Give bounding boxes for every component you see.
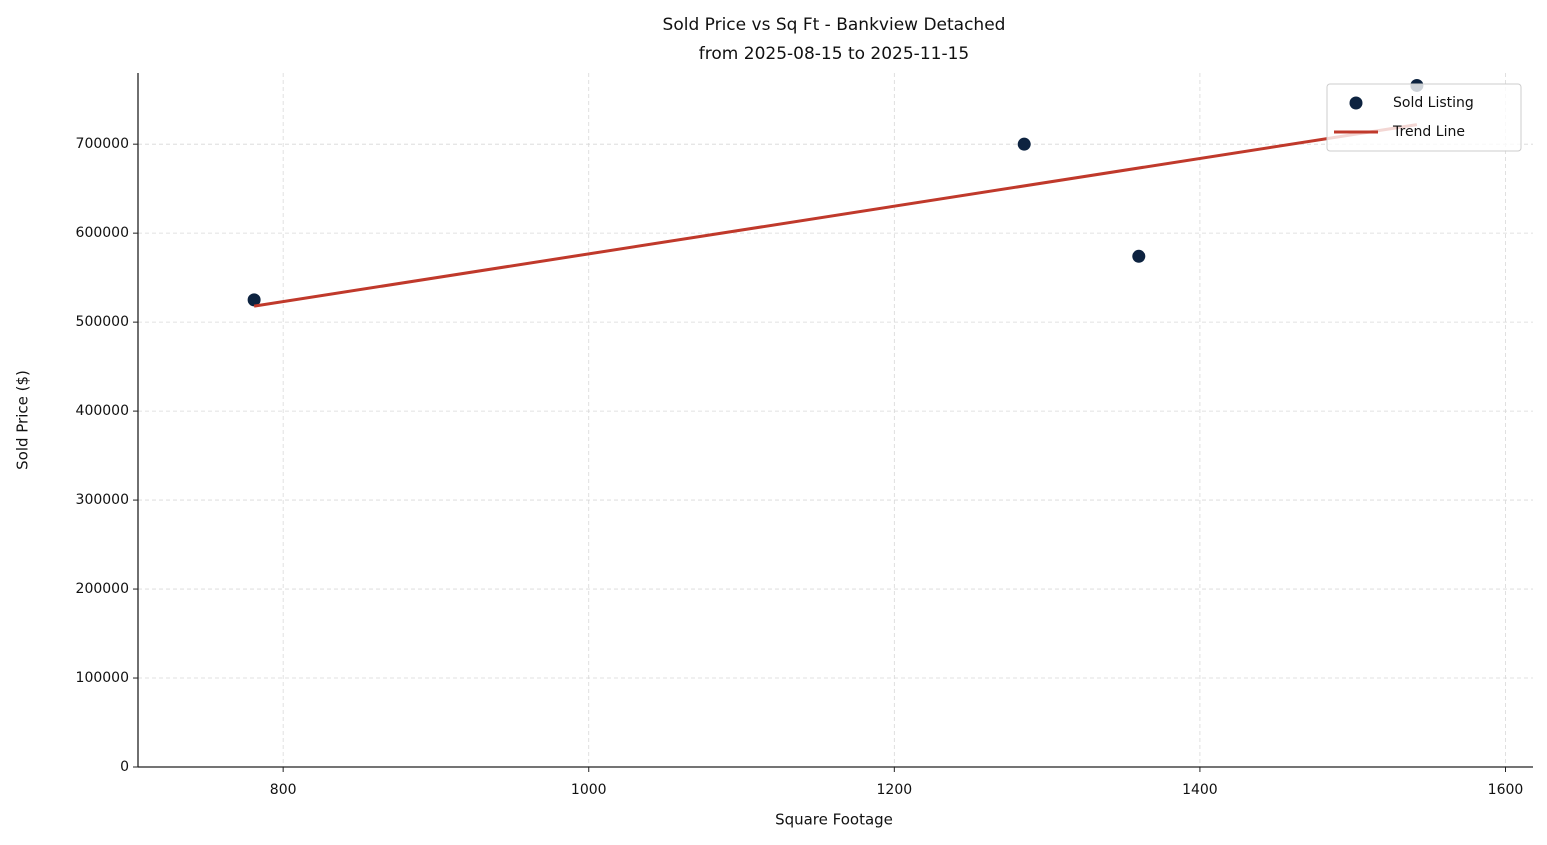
x-axis-label: Square Footage xyxy=(775,811,893,829)
x-tick-label: 1400 xyxy=(1182,782,1218,798)
point xyxy=(1017,137,1031,151)
y-tick-label: 200000 xyxy=(76,581,129,597)
x-tick-label: 1600 xyxy=(1488,782,1524,798)
y-tick-label: 700000 xyxy=(76,136,129,152)
y-tick-label: 0 xyxy=(120,759,129,775)
legend-swatch xyxy=(1349,96,1363,110)
point xyxy=(1132,249,1146,263)
chart-title: from 2025-08-15 to 2025-11-15 xyxy=(699,44,969,64)
y-tick-label: 600000 xyxy=(76,225,129,241)
y-tick-label: 500000 xyxy=(76,314,129,330)
y-tick-label: 400000 xyxy=(76,403,129,419)
point xyxy=(247,293,261,307)
x-tick-label: 1000 xyxy=(571,782,607,798)
x-tick-label: 800 xyxy=(270,782,297,798)
legend-box xyxy=(1326,83,1522,152)
chart-title: Sold Price vs Sq Ft - Bankview Detached xyxy=(663,15,1006,35)
x-tick-label: 1200 xyxy=(877,782,913,798)
legend-label: Trend Line xyxy=(1392,124,1465,140)
y-tick-label: 100000 xyxy=(76,670,129,686)
legend-label: Sold Listing xyxy=(1393,95,1474,111)
trend-line xyxy=(253,123,1418,308)
y-axis-label: Sold Price ($) xyxy=(14,370,32,470)
y-tick-label: 300000 xyxy=(76,492,129,508)
